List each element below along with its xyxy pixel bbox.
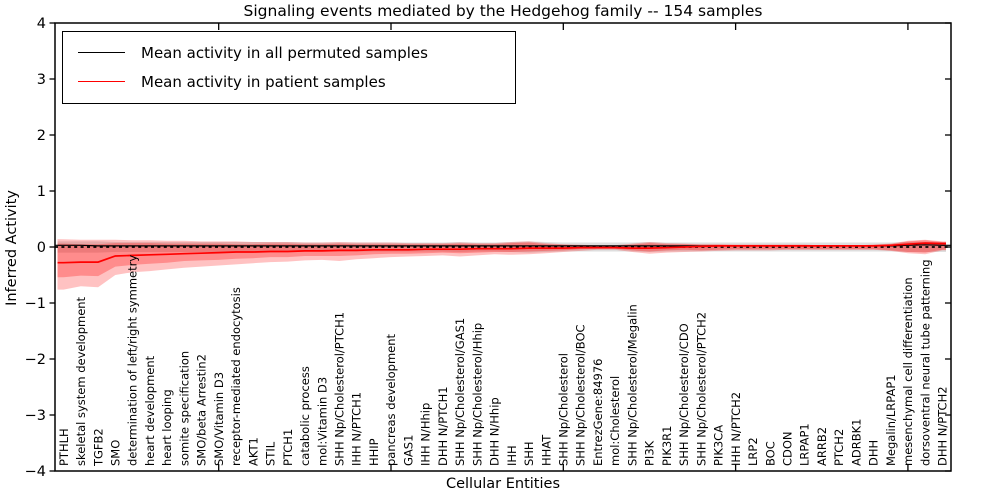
x-tick-label: IHH N/Hhip bbox=[419, 403, 433, 466]
y-tick-label: 1 bbox=[37, 184, 46, 200]
y-tick-label: 0 bbox=[37, 240, 46, 256]
y-axis-label: Inferred Activity bbox=[4, 190, 20, 306]
x-tick-label: PTCH2 bbox=[832, 429, 846, 466]
x-tick-label: mesenchymal cell differentiation bbox=[901, 277, 915, 466]
x-tick-label: catabolic process bbox=[298, 366, 312, 466]
y-tick-label: −3 bbox=[25, 408, 46, 424]
x-tick-label: SHH Np/Cholesterol/GAS1 bbox=[453, 318, 467, 466]
x-tick-label: SMO bbox=[109, 440, 123, 466]
x-tick-label: DHH N/PTCH1 bbox=[436, 386, 450, 466]
x-tick-label: AKT1 bbox=[246, 437, 260, 466]
x-tick-label: IHH N/PTCH2 bbox=[729, 392, 743, 466]
y-tick-label: −2 bbox=[25, 352, 46, 368]
permuted-band bbox=[57, 241, 946, 253]
x-tick-label: heart development bbox=[143, 355, 157, 466]
legend-label-permuted: Mean activity in all permuted samples bbox=[141, 43, 428, 62]
patient-mean-line bbox=[57, 242, 946, 264]
x-tick-label: determination of left/right symmetry bbox=[126, 255, 140, 466]
x-tick-label: DHH bbox=[867, 440, 881, 466]
y-tick-label: −1 bbox=[25, 296, 46, 312]
legend-box: Mean activity in all permuted samples Me… bbox=[62, 31, 516, 104]
x-tick-label: LRP2 bbox=[746, 437, 760, 466]
x-tick-label: TGFB2 bbox=[91, 428, 105, 467]
x-tick-label: HHAT bbox=[539, 434, 553, 466]
x-tick-label: HHIP bbox=[367, 438, 381, 466]
x-tick-label: mol:Cholesterol bbox=[608, 376, 622, 466]
x-tick-label: SHH Np/Cholesterol/Megalin bbox=[625, 304, 639, 466]
x-tick-label: LRPAP1 bbox=[798, 423, 812, 466]
x-tick-label: EntrezGene:84976 bbox=[591, 359, 605, 466]
x-tick-label: CDON bbox=[781, 431, 795, 466]
x-tick-label: PTCH1 bbox=[281, 429, 295, 466]
x-tick-label: SHH Np/Cholesterol/BOC bbox=[574, 324, 588, 466]
x-tick-label: STIL bbox=[264, 441, 278, 466]
x-tick-label: skeletal system development bbox=[74, 296, 88, 466]
x-tick-label: somite specification bbox=[177, 351, 191, 466]
legend-item-permuted: Mean activity in all permuted samples bbox=[63, 38, 515, 67]
legend-item-patient: Mean activity in patient samples bbox=[63, 67, 515, 96]
x-tick-label: PIK3CA bbox=[712, 425, 726, 466]
x-tick-label: SHH Np/Cholesterol/Hhip bbox=[470, 323, 484, 466]
x-tick-label: mol:Vitamin D3 bbox=[315, 377, 329, 466]
x-tick-label: ARRB2 bbox=[815, 427, 829, 466]
x-axis-label: Cellular Entities bbox=[445, 476, 561, 492]
x-tick-label: GAS1 bbox=[401, 435, 415, 466]
x-tick-label: SMO/beta Arrestin2 bbox=[195, 354, 209, 466]
x-tick-label: PIK3R1 bbox=[660, 426, 674, 467]
x-tick-label: SMO/Vitamin D3 bbox=[212, 372, 226, 466]
x-tick-label: PTHLH bbox=[57, 428, 71, 466]
x-tick-label: BOC bbox=[763, 441, 777, 466]
y-tick-label: 2 bbox=[37, 128, 46, 144]
y-tick-label: 4 bbox=[37, 16, 46, 32]
legend-label-patient: Mean activity in patient samples bbox=[141, 72, 386, 91]
y-tick-label: −4 bbox=[25, 464, 46, 480]
x-tick-label: PI3K bbox=[643, 440, 657, 466]
x-tick-label: SHH Np/Cholesterol/PTCH1 bbox=[333, 312, 347, 466]
x-tick-label: SHH Np/Cholesterol bbox=[557, 353, 571, 466]
x-tick-label: heart looping bbox=[160, 389, 174, 466]
x-tick-label: SHH Np/Cholesterol/CDO bbox=[677, 323, 691, 466]
patient-line-swatch bbox=[78, 81, 125, 82]
x-tick-label: DHH N/Hhip bbox=[488, 397, 502, 466]
x-tick-label: ADRBK1 bbox=[849, 419, 863, 466]
x-tick-label: SHH bbox=[522, 441, 536, 466]
y-tick-label: 3 bbox=[37, 72, 46, 88]
patient-band-inner bbox=[57, 240, 946, 278]
x-tick-label: IHH N/PTCH1 bbox=[350, 392, 364, 466]
x-tick-label: receptor-mediated endocytosis bbox=[229, 287, 243, 466]
x-tick-label: IHH bbox=[505, 445, 519, 466]
permuted-line-swatch bbox=[78, 52, 125, 53]
x-tick-label: dorsoventral neural tube patterning bbox=[918, 259, 932, 466]
x-tick-label: pancreas development bbox=[384, 333, 398, 466]
x-tick-label: SHH Np/Cholesterol/PTCH2 bbox=[694, 312, 708, 466]
chart-title: Signaling events mediated by the Hedgeho… bbox=[243, 2, 763, 20]
x-tick-label: Megalin/LRPAP1 bbox=[884, 374, 898, 466]
x-tick-label: DHH N/PTCH2 bbox=[936, 386, 950, 466]
